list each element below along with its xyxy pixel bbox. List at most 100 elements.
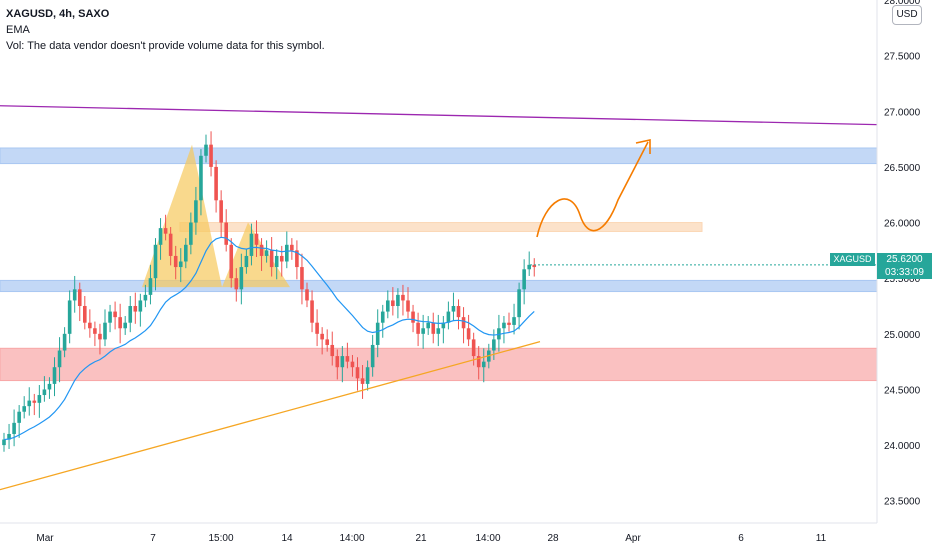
candle-body xyxy=(27,400,32,407)
candle-body xyxy=(67,300,72,334)
time-tick-label: 28 xyxy=(547,533,559,544)
candle-body xyxy=(209,144,213,167)
candle-body xyxy=(285,244,289,262)
time-axis[interactable]: Mar 7 15:00 14 14:00 21 14:00 28 Apr 6 11 xyxy=(36,533,826,544)
candle-body xyxy=(219,200,223,223)
candle-body xyxy=(446,311,451,323)
time-tick-label: Apr xyxy=(625,533,641,544)
candle-body xyxy=(305,289,309,301)
price-tick-label: 27.0000 xyxy=(884,107,921,118)
legend-volume-note: Vol: The data vendor doesn't provide vol… xyxy=(6,40,325,52)
time-tick-label: 14 xyxy=(281,533,293,544)
projection-arrowhead xyxy=(635,139,651,154)
candle-body xyxy=(335,356,340,368)
candle-body xyxy=(380,311,385,323)
candle-body xyxy=(57,350,62,368)
candle-body xyxy=(386,300,390,312)
projection-arrow xyxy=(536,141,649,238)
candle-body xyxy=(224,222,228,245)
ema-line xyxy=(3,236,535,441)
candle-body xyxy=(507,322,511,325)
currency-badge[interactable]: USD xyxy=(892,5,922,25)
time-tick-label: Mar xyxy=(36,533,54,544)
candle-body xyxy=(471,339,476,357)
candle-body xyxy=(401,294,405,301)
time-tick-label: 21 xyxy=(415,533,427,544)
price-tick-label: 25.5000 xyxy=(884,274,921,285)
lines-layer xyxy=(0,105,878,491)
candle-body xyxy=(517,289,521,318)
candle-body xyxy=(2,439,6,446)
candle-body xyxy=(502,322,506,329)
candle-body xyxy=(118,317,122,329)
candle-body xyxy=(17,411,21,423)
candle-body xyxy=(37,395,42,403)
symbol-price-label: XAGUSD xyxy=(830,253,875,266)
legend-symbol[interactable]: XAGUSD, 4h, SAXO xyxy=(6,8,110,20)
last-price-value: 25.6200 xyxy=(886,254,923,265)
candle-body xyxy=(370,344,375,368)
candle-body xyxy=(391,300,395,307)
time-tick-label: 15:00 xyxy=(208,533,233,544)
candle-body xyxy=(189,222,193,245)
time-tick-label: 14:00 xyxy=(339,533,364,544)
candle-body xyxy=(42,389,47,396)
candle-body xyxy=(355,367,360,379)
candle-body xyxy=(143,294,148,301)
candle-body xyxy=(396,294,400,307)
candle-body xyxy=(123,322,127,329)
candle-body xyxy=(12,422,16,434)
candle-body xyxy=(98,333,102,340)
pattern-peak xyxy=(142,144,222,288)
candle-body xyxy=(83,306,87,323)
zones-layer xyxy=(0,147,878,382)
candle-body xyxy=(345,356,350,362)
candle-body xyxy=(269,250,274,268)
candle-body xyxy=(325,339,329,345)
zone-red-3 xyxy=(0,347,878,382)
candle-body xyxy=(214,166,218,201)
candle-body xyxy=(416,322,420,334)
last-price-tag: 25.6200 03:33:09 xyxy=(877,253,932,279)
candle-body xyxy=(461,317,466,329)
candle-body xyxy=(133,306,138,312)
candle-body xyxy=(375,322,380,345)
candle-body xyxy=(492,339,496,351)
candle-body xyxy=(93,328,97,334)
candle-body xyxy=(295,250,299,268)
candle-body xyxy=(441,322,446,329)
price-tick-label: 26.0000 xyxy=(884,219,921,230)
legend-indicator[interactable]: EMA xyxy=(6,24,30,36)
candle-body xyxy=(290,244,294,251)
candle-body xyxy=(113,311,117,318)
candle-body xyxy=(32,400,37,403)
candle-body xyxy=(108,311,112,323)
candle-body xyxy=(264,250,269,256)
time-tick-label: 7 xyxy=(150,533,156,544)
candle-body xyxy=(310,300,314,323)
zone-orange-1 xyxy=(179,222,703,232)
price-tick-label: 23.5000 xyxy=(884,497,921,508)
candle-body xyxy=(103,322,107,340)
candle-body xyxy=(476,356,481,368)
chart-legend: XAGUSD, 4h, SAXO EMA Vol: The data vendo… xyxy=(6,6,325,54)
price-axis[interactable]: 28.0000 27.5000 27.0000 26.5000 26.0000 25.50… xyxy=(884,0,921,508)
candle-body xyxy=(522,269,526,290)
candle-body xyxy=(62,333,67,351)
candle-body xyxy=(194,200,198,223)
zone-blue-0 xyxy=(0,147,878,165)
candle-body xyxy=(52,367,57,384)
candle-body xyxy=(330,344,335,357)
candle-body xyxy=(512,317,516,325)
candle-body xyxy=(300,267,304,290)
candle-body xyxy=(128,306,133,323)
candle-body xyxy=(274,255,279,268)
price-tick-label: 27.5000 xyxy=(884,52,921,63)
zone-blue-2 xyxy=(0,279,878,293)
candle-body xyxy=(466,328,471,340)
candle-body xyxy=(184,244,188,262)
candle-body xyxy=(153,244,158,279)
time-tick-label: 11 xyxy=(816,533,827,544)
candle-body xyxy=(168,233,173,256)
